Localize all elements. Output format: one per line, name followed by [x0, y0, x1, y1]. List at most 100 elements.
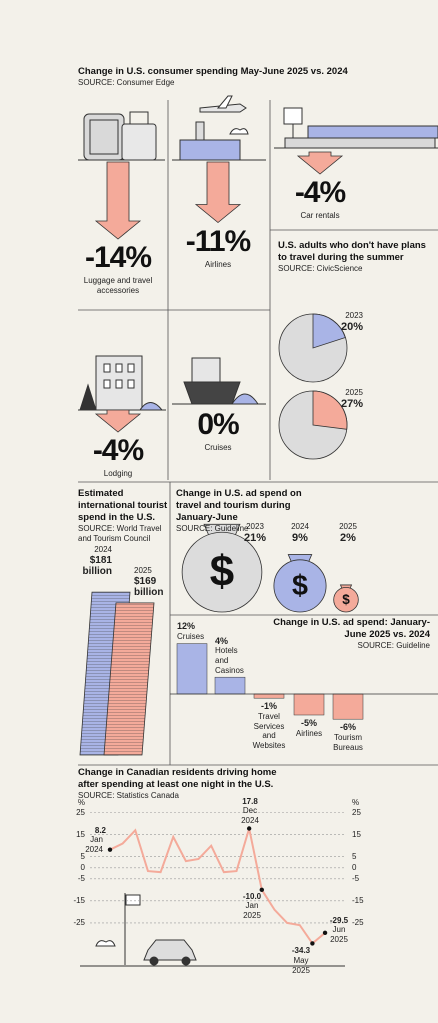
category-label: 2025: [134, 566, 152, 575]
category-label: Jan 2025: [243, 901, 261, 920]
y-tick-label: -15: [352, 895, 364, 905]
source: SOURCE: Consumer Edge: [78, 77, 175, 87]
bar: [214, 676, 246, 695]
bar: [176, 643, 208, 695]
pie-slice: [312, 390, 348, 430]
pie-slice: [312, 313, 346, 349]
y-axis-label: %: [352, 798, 360, 807]
value-label: -11%: [185, 224, 251, 258]
stack-label: 2025 $169 billion: [134, 566, 170, 599]
y-tick-label: 0: [352, 862, 357, 872]
y-tick-label: -25: [73, 917, 85, 927]
chart-title: Change in U.S. ad spend on travel and to…: [176, 488, 302, 523]
value-label: 2%: [340, 531, 356, 544]
source: SOURCE: World Travel and Tourism Council: [78, 523, 162, 544]
y-tick-label: 0: [80, 862, 85, 872]
point: [246, 826, 252, 831]
category-label: Lodging: [103, 469, 133, 478]
bag-label: 2025 2%: [328, 522, 368, 545]
value-label: 9%: [292, 531, 308, 544]
arrow: [94, 409, 142, 433]
y-tick-label: -15: [73, 895, 85, 905]
chart-title: U.S. adults who don't have plans to trav…: [278, 240, 426, 263]
source: SOURCE: CivicScience: [278, 263, 363, 273]
category-label: Luggage and travel accessories: [83, 276, 153, 295]
category-label: Jun 2025: [330, 925, 348, 945]
source: SOURCE: Statistics Canada: [78, 790, 179, 800]
arrow: [194, 161, 242, 224]
bill-stripes: [104, 602, 154, 755]
bar-header: Change in U.S. ad spend: January-June 20…: [268, 617, 430, 651]
value-label: $181 billion: [82, 554, 112, 578]
category-label: 2023: [246, 522, 264, 531]
stack-label: 2024 $181 billion: [76, 545, 112, 578]
annotation: -10.0 Jan 2025: [238, 892, 266, 921]
y-tick-label: 5: [352, 851, 357, 861]
annotation: 17.8 Dec 2024: [236, 797, 264, 826]
tourist-header: Estimated international tourist spend in…: [78, 488, 168, 544]
category-label: Jan 2024: [85, 835, 103, 854]
value-label: -1%: [260, 701, 277, 712]
point: [310, 941, 315, 946]
y-tick-label: 5: [80, 851, 85, 861]
bar: [293, 693, 325, 716]
category-label: Travel Services and Websites: [252, 711, 286, 750]
source: SOURCE: Guideline: [357, 640, 430, 650]
airport-icon: [172, 95, 266, 161]
main-header: Change in U.S. consumer spending May-Jun…: [78, 66, 418, 88]
value-label: 21%: [243, 531, 267, 544]
bag-label: 2024 9%: [280, 522, 320, 545]
chart-title: Estimated international tourist spend in…: [78, 488, 168, 523]
value-label: 17.8: [242, 796, 258, 806]
bag-symbol: $: [210, 547, 234, 596]
value-label: -10.0: [242, 891, 262, 901]
category-label: Cruises: [204, 443, 232, 452]
value-label: $169 billion: [134, 575, 164, 599]
line-header: Change in Canadian residents driving hom…: [78, 767, 298, 801]
category-label: 2025: [345, 388, 363, 397]
y-tick-label: 15: [76, 829, 85, 839]
bag-symbol: $: [342, 592, 350, 607]
bar-label: -5% Airlines: [286, 718, 332, 738]
dividers: [78, 100, 438, 766]
pie-header: U.S. adults who don't have plans to trav…: [278, 240, 428, 274]
pie-label: 2023 20%: [313, 311, 363, 334]
value-label: -5%: [300, 718, 317, 728]
category-label: Cruises: [177, 632, 205, 642]
y-tick-label: -25: [352, 917, 364, 927]
value-label: -34.3: [291, 946, 311, 956]
y-tick-label: -5: [77, 873, 85, 883]
point: [322, 930, 328, 936]
money-bag: [181, 531, 263, 613]
category-label: Dec 2024: [241, 806, 259, 825]
ship-icon: [172, 357, 266, 405]
car-rental-icon: [274, 107, 438, 149]
money-bag: [273, 559, 327, 613]
value-label: 12%: [177, 621, 196, 632]
lodging-icon: [78, 355, 166, 411]
value-label: -6%: [339, 722, 356, 733]
bar-label: -6% Tourism Bureaus: [325, 722, 371, 752]
y-tick-label: 25: [352, 807, 361, 817]
annotation: 8.2 Jan 2024: [78, 826, 106, 855]
chart-title: Change in U.S. consumer spending May-Jun…: [78, 66, 348, 77]
bar: [332, 693, 364, 720]
value-label: 20%: [340, 320, 363, 333]
category-label: Airlines: [204, 259, 232, 269]
y-tick-label: 25: [76, 807, 85, 817]
category-label: 2024: [94, 545, 112, 554]
bar-label: -1% Travel Services and Websites: [246, 701, 292, 750]
value-label: -4%: [92, 434, 144, 467]
value-label: 27%: [340, 397, 363, 410]
value-label: 8.2: [94, 825, 106, 835]
luggage-icon: [78, 111, 165, 161]
bar-label: 4% Hotels and Casinos: [215, 636, 257, 676]
point: [107, 847, 113, 852]
arrow: [296, 151, 344, 175]
category-label: Airlines: [295, 728, 323, 738]
chart-title: Change in U.S. ad spend: January-June 20…: [273, 617, 430, 640]
arrow: [94, 161, 142, 240]
money-bag: [333, 586, 359, 613]
